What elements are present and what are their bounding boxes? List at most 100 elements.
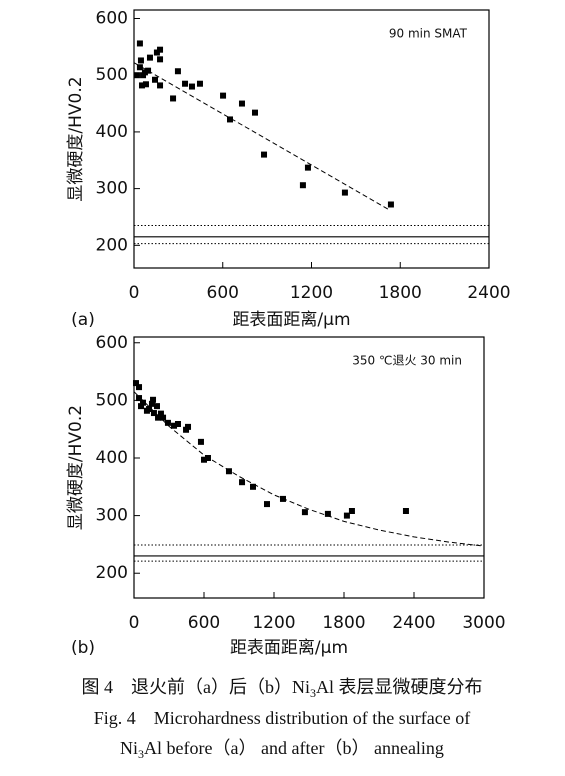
annotation: 350 ℃退火 30 min xyxy=(352,354,462,368)
data-point xyxy=(299,182,306,189)
data-point xyxy=(348,508,355,514)
x-tick-label: 1800 xyxy=(379,283,422,303)
y-tick-label: 200 xyxy=(96,563,128,583)
data-point xyxy=(153,49,160,56)
x-tick-label: 2400 xyxy=(392,613,435,633)
caption-part: Al 表层显微硬度分布 xyxy=(316,677,483,697)
x-tick-label: 1200 xyxy=(252,613,295,633)
data-point xyxy=(279,495,286,502)
x-axis-label: 距表面距离/μm xyxy=(230,638,348,658)
caption-part: Al before（a） and after（b） annealing xyxy=(144,738,444,758)
y-tick-label: 500 xyxy=(96,65,128,85)
data-point xyxy=(133,72,140,79)
data-point xyxy=(139,399,146,406)
data-point xyxy=(174,421,181,427)
x-tick-label: 2400 xyxy=(467,283,510,303)
y-tick-label: 200 xyxy=(96,235,128,255)
annotation: 90 min SMAT xyxy=(389,27,468,41)
x-tick-label: 1800 xyxy=(322,613,365,633)
y-tick-label: 300 xyxy=(96,506,128,526)
data-point xyxy=(239,479,246,486)
data-point xyxy=(157,82,164,89)
data-point xyxy=(136,395,143,402)
data-point xyxy=(261,151,268,158)
x-tick-label: 1200 xyxy=(290,283,333,303)
data-point xyxy=(142,81,149,88)
data-point xyxy=(138,403,144,410)
y-tick-label: 400 xyxy=(96,448,128,468)
y-tick-label: 300 xyxy=(96,179,128,199)
data-point xyxy=(136,64,143,71)
data-point xyxy=(137,57,144,64)
data-point xyxy=(304,164,311,171)
data-point xyxy=(160,414,167,421)
data-point xyxy=(264,501,270,508)
data-point xyxy=(138,82,145,89)
panel-label: (a) xyxy=(71,310,95,330)
data-point xyxy=(146,54,153,61)
data-point xyxy=(188,83,195,90)
data-point xyxy=(155,414,162,421)
data-point xyxy=(250,483,256,490)
caption-en: Ni3Al before（a） and after（b） annealing xyxy=(120,738,444,761)
data-point xyxy=(136,384,143,391)
data-point xyxy=(226,116,233,123)
caption-sub: 3 xyxy=(310,686,316,700)
data-point xyxy=(225,468,232,475)
data-point xyxy=(145,67,152,74)
data-point xyxy=(301,509,308,516)
panel-label: (b) xyxy=(71,638,95,658)
data-point xyxy=(341,189,348,196)
data-point xyxy=(157,410,164,417)
data-point xyxy=(170,95,177,102)
plot-frame xyxy=(133,336,485,599)
data-point xyxy=(174,68,181,75)
data-point xyxy=(324,510,331,517)
data-point xyxy=(157,46,164,53)
y-tick-label: 400 xyxy=(96,122,128,142)
data-point xyxy=(141,69,148,76)
data-point xyxy=(196,80,203,87)
x-tick-label: 600 xyxy=(188,613,220,633)
x-axis-label: 距表面距离/μm xyxy=(232,310,350,330)
fit-line xyxy=(133,391,485,547)
data-point xyxy=(148,400,155,407)
data-point xyxy=(201,456,207,463)
y-axis-label: 显微硬度/HV0.2 xyxy=(66,405,86,530)
data-point xyxy=(251,109,258,116)
data-point xyxy=(343,512,350,519)
data-point xyxy=(164,419,171,426)
plot-frame xyxy=(133,9,490,269)
data-point xyxy=(387,201,394,208)
y-tick-label: 600 xyxy=(96,333,128,353)
x-tick-label: 0 xyxy=(129,613,140,633)
x-tick-label: 0 xyxy=(129,283,140,303)
data-point xyxy=(197,438,204,445)
data-point xyxy=(153,403,160,410)
fit-line xyxy=(133,62,391,211)
data-point xyxy=(146,406,153,413)
y-tick-label: 500 xyxy=(96,390,128,410)
data-point xyxy=(152,76,159,83)
data-point xyxy=(220,92,227,99)
data-point xyxy=(157,56,164,63)
data-point xyxy=(238,100,245,107)
data-point xyxy=(185,423,192,430)
data-point xyxy=(150,410,157,417)
caption-part: 图 4 退火前（a）后（b）Ni xyxy=(82,677,311,697)
x-tick-label: 600 xyxy=(207,283,239,303)
data-point xyxy=(204,454,211,461)
caption-cn: 图 4 退火前（a）后（b）Ni3Al 表层显微硬度分布 xyxy=(82,677,483,700)
caption-sub: 3 xyxy=(138,747,144,761)
y-tick-label: 600 xyxy=(96,9,128,29)
caption-en: Fig. 4 Microhardness distribution of the… xyxy=(94,708,470,728)
data-point xyxy=(182,80,189,87)
x-tick-label: 3000 xyxy=(462,613,505,633)
data-point xyxy=(150,396,157,403)
caption-part: Ni xyxy=(120,738,138,758)
data-point xyxy=(132,380,139,387)
y-axis-label: 显微硬度/HV0.2 xyxy=(66,76,86,201)
data-point xyxy=(136,40,143,47)
data-point xyxy=(402,508,409,514)
